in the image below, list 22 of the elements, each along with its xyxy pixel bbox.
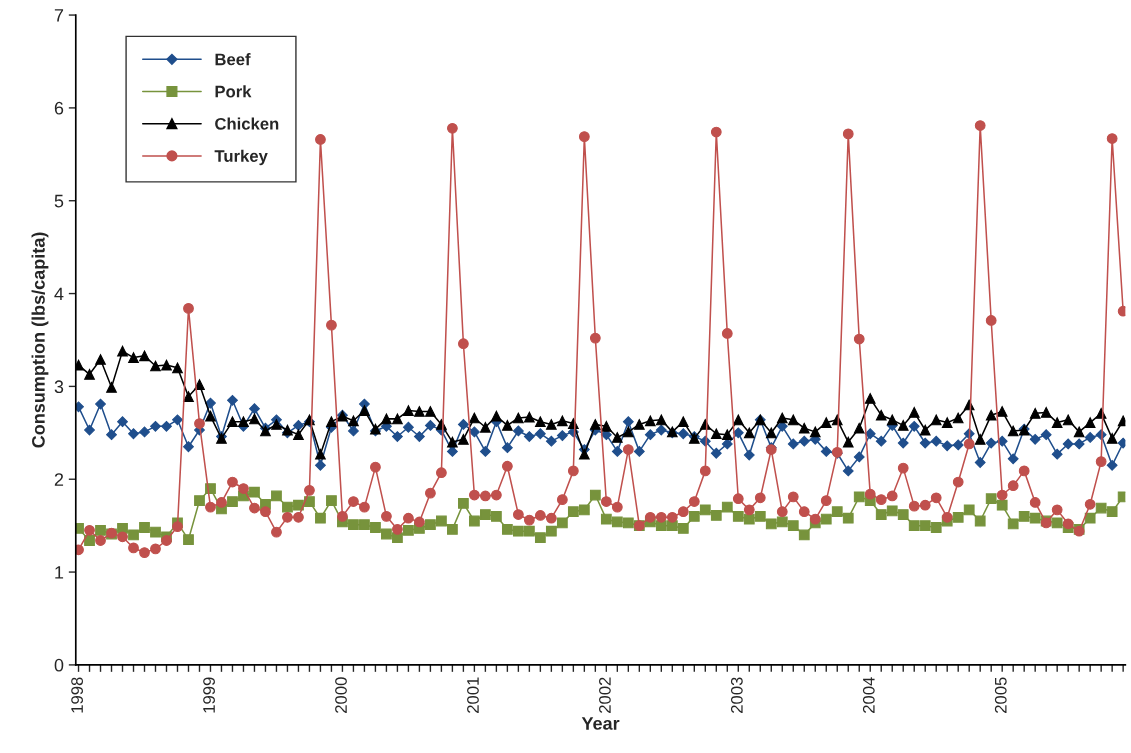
y-axis-title: Consumption (lbs/capita) (31, 232, 49, 448)
x-tick-label: 2003 (730, 677, 743, 713)
x-axis-title: Year (581, 717, 620, 730)
x-tick-label: 2004 (862, 677, 875, 713)
y-tick-label: 1 (55, 566, 64, 579)
x-tick-label: 2000 (335, 677, 347, 713)
legend-label: Turkey (214, 149, 268, 166)
y-tick-label: 0 (54, 658, 64, 672)
y-tick-label: 7 (54, 9, 64, 22)
x-tick-label: 2005 (994, 677, 1007, 713)
legend-label: Pork (215, 85, 252, 98)
y-tick-label: 5 (54, 194, 64, 208)
y-tick-label: 4 (54, 287, 64, 301)
x-tick-label: 1998 (71, 677, 83, 713)
y-tick-label: 2 (54, 473, 64, 486)
y-tick-label: 3 (54, 380, 64, 394)
x-tick-label: 1999 (203, 677, 215, 713)
legend-label: Beef (215, 53, 251, 66)
legend-label: Chicken (215, 117, 279, 130)
x-tick-label: 2002 (599, 677, 611, 713)
y-tick-label: 6 (54, 101, 64, 115)
x-tick-label: 2001 (467, 677, 479, 713)
